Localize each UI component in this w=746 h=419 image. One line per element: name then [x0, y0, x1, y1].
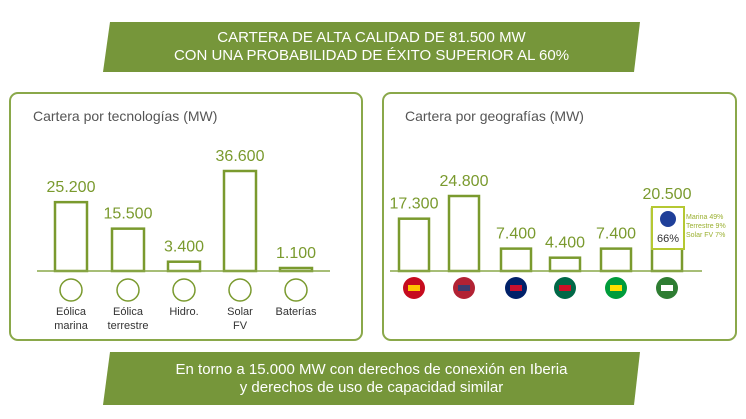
value-label: 3.400 — [164, 239, 204, 256]
category-label: Hidro. — [169, 306, 199, 318]
bar — [166, 260, 202, 273]
flag-icon — [510, 285, 522, 291]
inset-note: Marina 49% — [686, 214, 723, 221]
bar — [53, 200, 89, 273]
value-label: 7.400 — [596, 226, 636, 243]
bar — [599, 247, 633, 273]
tech-icon — [116, 278, 140, 302]
category-label: Eólica marina — [54, 306, 88, 332]
bar — [110, 227, 146, 273]
tech-icon — [59, 278, 83, 302]
category-label: Baterías — [275, 306, 317, 318]
panel — [9, 92, 363, 341]
value-label: 17.300 — [390, 196, 439, 213]
tech-icon — [172, 278, 196, 302]
value-label: 4.400 — [545, 235, 585, 252]
value-label: 7.400 — [496, 226, 536, 243]
value-label: 15.500 — [104, 206, 153, 223]
header-title: CARTERA DE ALTA CALIDAD DE 81.500 MW CON… — [173, 29, 570, 64]
tech-icon — [284, 278, 308, 302]
inset-percent: 66% — [657, 233, 679, 245]
inset-note: Solar FV 7% — [686, 232, 725, 239]
flag-icon — [661, 285, 673, 291]
panel-title: Cartera por tecnologías (MW) — [33, 108, 218, 124]
flag-icon — [559, 285, 571, 291]
tech-icon — [228, 278, 252, 302]
footer-banner — [103, 352, 640, 405]
header-banner — [103, 22, 640, 72]
value-label: 36.600 — [216, 148, 265, 165]
category-label: Solar FV — [227, 306, 253, 332]
inset-note: Terrestre 9% — [686, 223, 726, 230]
value-label: 20.500 — [643, 186, 692, 203]
panel-title: Cartera por geografías (MW) — [405, 108, 584, 124]
category-label: Eólica terrestre — [107, 306, 149, 332]
bar — [447, 194, 481, 273]
value-label: 25.200 — [47, 179, 96, 196]
bar — [499, 247, 533, 273]
footer-text: En torno a 15.000 MW con derechos de con… — [175, 361, 568, 396]
flag-icon — [458, 285, 470, 291]
bar — [222, 169, 258, 273]
bar — [548, 256, 582, 273]
flag-icon — [610, 285, 622, 291]
bar — [397, 217, 431, 273]
eu-icon — [660, 211, 676, 227]
flag-icon — [408, 285, 420, 291]
panel — [382, 92, 737, 341]
value-label: 1.100 — [276, 245, 316, 262]
value-label: 24.800 — [440, 173, 489, 190]
